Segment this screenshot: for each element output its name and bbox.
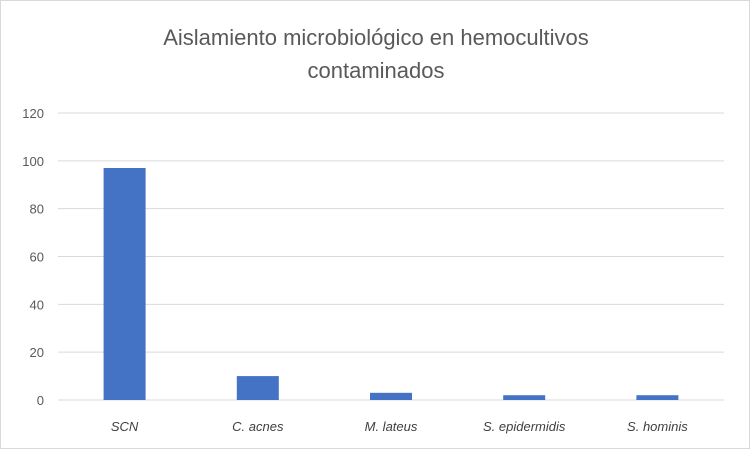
chart-title: Aislamiento microbiológico en hemocultiv…: [1, 21, 750, 87]
bar-4: [503, 395, 546, 400]
y-tick-label-5: 100: [22, 154, 44, 169]
bar-5: [636, 395, 679, 400]
bar-3: [370, 392, 412, 400]
chart-title-line-1: Aislamiento microbiológico en hemocultiv…: [163, 25, 589, 50]
x-axis-labels: SCN C. acnes M. lateus S. epidermidis S. hom…: [111, 419, 688, 434]
chart-title-line-2: contaminados: [307, 58, 445, 83]
x-category-label-3: M. lateus: [365, 419, 418, 434]
x-category-label-2: C. acnes: [232, 419, 284, 434]
y-tick-label-1: 20: [30, 345, 44, 360]
y-tick-label-2: 40: [30, 297, 44, 312]
x-category-label-5: S. hominis: [627, 419, 688, 434]
bars: [103, 168, 679, 400]
y-tick-label-6: 120: [22, 106, 44, 121]
y-axis-ticks: 0 20 40 60 80 100 120: [22, 106, 44, 408]
y-tick-label-4: 80: [30, 202, 44, 217]
y-tick-label-3: 60: [30, 250, 44, 265]
x-category-label-1: SCN: [111, 419, 139, 434]
gridlines: [58, 112, 724, 401]
x-category-label-4: S. epidermidis: [483, 419, 566, 434]
bar-2: [236, 376, 279, 400]
bar-1: [103, 168, 146, 400]
y-tick-label-0: 0: [37, 393, 44, 408]
